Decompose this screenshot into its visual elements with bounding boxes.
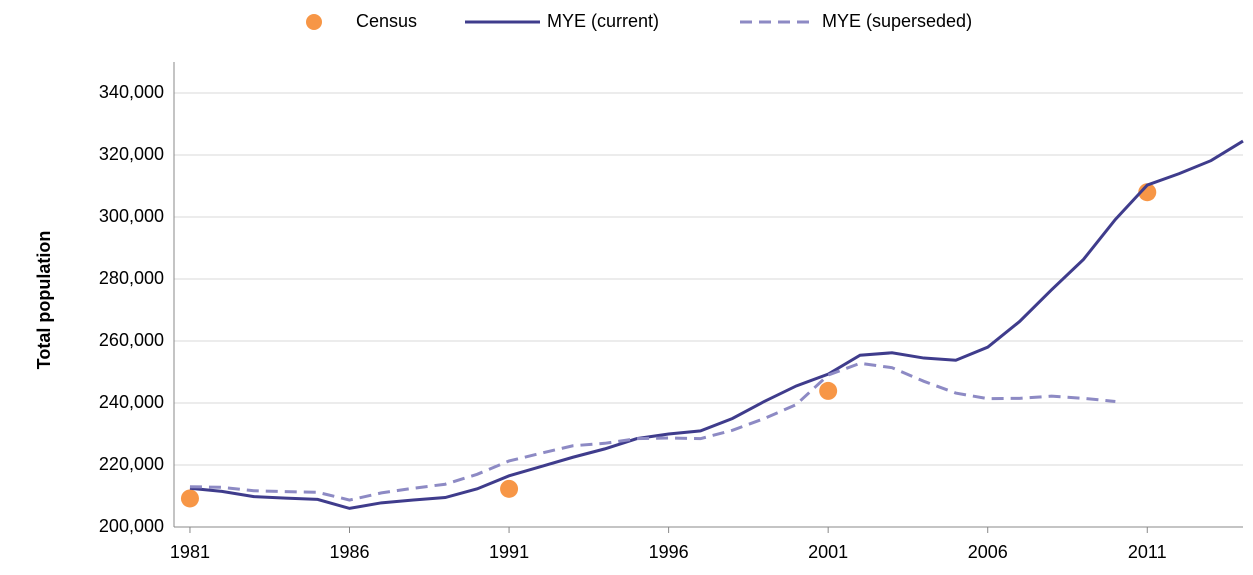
series-line — [189, 361, 1116, 502]
legend-label: MYE (current) — [547, 11, 659, 31]
y-axis-label: Total population — [34, 231, 54, 370]
y-tick-label: 340,000 — [99, 82, 164, 102]
x-tick-label: 2011 — [1128, 542, 1167, 562]
legend-marker — [306, 14, 322, 30]
x-tick-label: 1996 — [649, 542, 689, 562]
census-point — [1138, 183, 1157, 202]
y-tick-label: 280,000 — [99, 268, 164, 288]
series-line — [189, 139, 1244, 510]
y-tick-label: 260,000 — [99, 330, 164, 350]
census-point — [819, 381, 838, 400]
x-tick-label: 1981 — [170, 542, 210, 562]
y-tick-label: 300,000 — [99, 206, 164, 226]
x-tick-label: 2006 — [968, 542, 1008, 562]
census-point — [180, 489, 199, 508]
y-tick-label: 320,000 — [99, 144, 164, 164]
y-tick-label: 240,000 — [99, 392, 164, 412]
legend-label: Census — [356, 11, 417, 31]
census-point — [500, 479, 519, 498]
x-tick-label: 1986 — [329, 542, 369, 562]
x-tick-label: 2001 — [808, 542, 848, 562]
y-tick-label: 200,000 — [99, 516, 164, 536]
y-tick-label: 220,000 — [99, 454, 164, 474]
legend-label: MYE (superseded) — [822, 11, 972, 31]
x-tick-label: 1991 — [489, 542, 529, 562]
